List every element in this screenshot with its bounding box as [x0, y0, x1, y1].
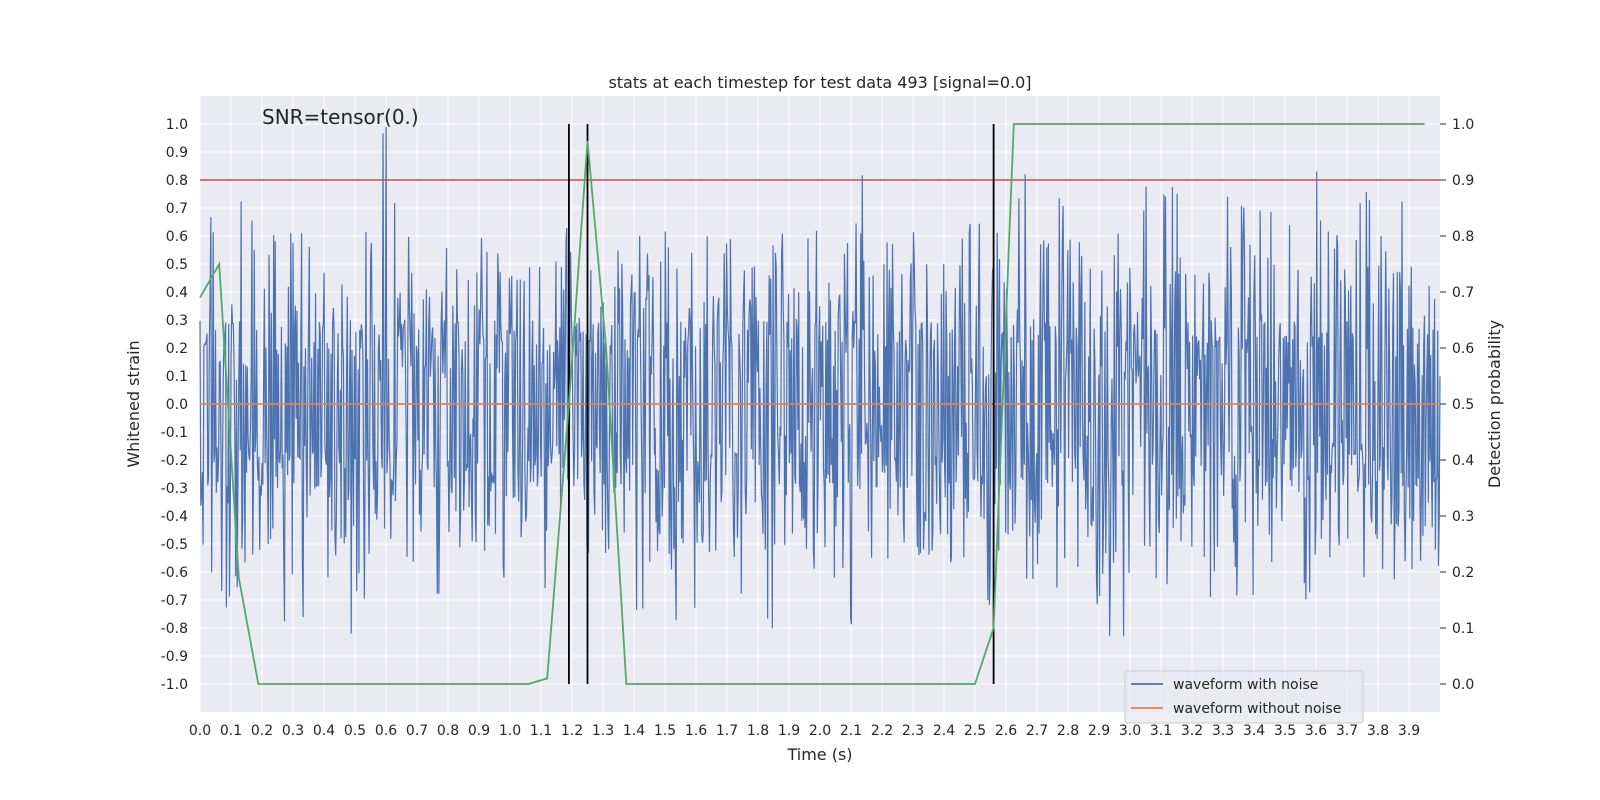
x-tick-label: 3.4 — [1243, 723, 1265, 739]
x-tick-label: 1.4 — [623, 723, 645, 739]
x-tick-label: 2.9 — [1088, 723, 1110, 739]
chart-title: stats at each timestep for test data 493… — [608, 73, 1031, 92]
right-y-tick-label: 0.6 — [1452, 341, 1474, 357]
left-y-tick-label: -0.6 — [161, 565, 188, 581]
x-tick-label: 3.1 — [1150, 723, 1172, 739]
right-y-tick-label: 0.1 — [1452, 621, 1474, 637]
right-y-tick-label: 0.4 — [1452, 453, 1474, 469]
left-y-tick-label: -0.1 — [161, 425, 188, 441]
left-y-tick-label: 0.7 — [166, 201, 188, 217]
right-y-axis-ticks: 0.0 0.1 0.2 0.3 0.4 0.5 0.6 0.7 0.8 0.9 1.0 — [1440, 117, 1474, 693]
left-y-tick-label: -0.3 — [161, 481, 188, 497]
x-tick-label: 2.4 — [933, 723, 955, 739]
x-tick-label: 0.1 — [220, 723, 242, 739]
x-tick-label: 3.2 — [1181, 723, 1203, 739]
x-tick-label: 1.3 — [592, 723, 614, 739]
x-tick-label: 3.9 — [1398, 723, 1420, 739]
x-tick-label: 3.3 — [1212, 723, 1234, 739]
x-tick-label: 1.7 — [716, 723, 738, 739]
right-y-tick-label: 0.9 — [1452, 173, 1474, 189]
x-tick-label: 2.0 — [809, 723, 831, 739]
left-y-tick-label: 0.9 — [166, 145, 188, 161]
x-tick-label: 2.8 — [1057, 723, 1079, 739]
right-y-tick-label: 0.3 — [1452, 509, 1474, 525]
legend: waveform with noise waveform without noi… — [1124, 670, 1364, 724]
snr-annotation: SNR=tensor(0.) — [262, 105, 419, 129]
x-tick-label: 1.0 — [499, 723, 521, 739]
x-tick-label: 3.6 — [1305, 723, 1327, 739]
x-tick-label: 1.9 — [778, 723, 800, 739]
right-y-tick-label: 0.5 — [1452, 397, 1474, 413]
left-y-tick-label: 0.8 — [166, 173, 188, 189]
x-tick-label: 2.3 — [902, 723, 924, 739]
x-tick-label: 2.7 — [1026, 723, 1048, 739]
x-tick-label: 0.6 — [375, 723, 397, 739]
legend-box — [1124, 670, 1364, 724]
x-tick-label: 0.4 — [313, 723, 335, 739]
x-tick-label: 2.2 — [871, 723, 893, 739]
x-tick-label: 1.2 — [561, 723, 583, 739]
x-tick-label: 3.7 — [1336, 723, 1358, 739]
x-tick-label: 1.6 — [685, 723, 707, 739]
left-y-tick-label: -0.4 — [161, 509, 188, 525]
detection-probability-line — [199, 123, 1425, 685]
x-tick-label: 0.7 — [406, 723, 428, 739]
left-y-tick-label: -0.9 — [161, 649, 188, 665]
left-y-tick-label: -0.5 — [161, 537, 188, 553]
x-tick-label: 1.5 — [654, 723, 676, 739]
x-tick-label: 3.5 — [1274, 723, 1296, 739]
overlay-lines — [199, 123, 1440, 685]
left-y-tick-label: 0.4 — [166, 285, 188, 301]
x-tick-label: 0.3 — [282, 723, 304, 739]
x-tick-label: 0.9 — [468, 723, 490, 739]
left-y-tick-label: 0.6 — [166, 229, 188, 245]
right-y-tick-label: 0.8 — [1452, 229, 1474, 245]
x-axis-ticks: 0.0 0.1 0.2 0.3 0.4 0.5 0.6 0.7 0.8 0.9 1.0 1.1 1.2 1… — [189, 723, 1420, 739]
x-tick-label: 1.1 — [530, 723, 552, 739]
right-y-tick-label: 1.0 — [1452, 117, 1474, 133]
left-y-axis-ticks: -1.0 -0.9 -0.8 -0.7 -0.6 -0.5 -0.4 -0.3 -0.2 -0.1… — [161, 117, 188, 693]
x-tick-label: 0.2 — [251, 723, 273, 739]
left-y-tick-label: 0.0 — [166, 397, 188, 413]
x-tick-label: 0.5 — [344, 723, 366, 739]
x-tick-label: 0.0 — [189, 723, 211, 739]
right-y-tick-label: 0.7 — [1452, 285, 1474, 301]
left-y-tick-label: -0.8 — [161, 621, 188, 637]
x-tick-label: 2.5 — [964, 723, 986, 739]
waveform-with-noise-line — [199, 126, 1441, 637]
left-y-tick-label: 0.3 — [166, 313, 188, 329]
left-y-tick-label: 0.1 — [166, 369, 188, 385]
legend-label-noise: waveform with noise — [1173, 677, 1318, 693]
x-tick-label: 0.8 — [437, 723, 459, 739]
left-y-axis-label: Whitened strain — [124, 340, 143, 467]
waveform-with-noise-series — [199, 126, 1441, 637]
left-y-tick-label: -0.7 — [161, 593, 188, 609]
right-y-tick-label: 0.2 — [1452, 565, 1474, 581]
x-tick-label: 3.0 — [1119, 723, 1141, 739]
right-y-tick-label: 0.0 — [1452, 677, 1474, 693]
x-tick-label: 2.1 — [840, 723, 862, 739]
left-y-tick-label: 1.0 — [166, 117, 188, 133]
x-tick-label: 1.8 — [747, 723, 769, 739]
left-y-tick-label: 0.5 — [166, 257, 188, 273]
x-tick-label: 3.8 — [1367, 723, 1389, 739]
left-y-tick-label: -0.2 — [161, 453, 188, 469]
x-tick-label: 2.6 — [995, 723, 1017, 739]
left-y-tick-label: 0.2 — [166, 341, 188, 357]
legend-label-clean: waveform without noise — [1173, 701, 1341, 717]
x-axis-label: Time (s) — [786, 745, 852, 764]
left-y-tick-label: -1.0 — [161, 677, 188, 693]
right-y-axis-label: Detection probability — [1485, 320, 1504, 488]
